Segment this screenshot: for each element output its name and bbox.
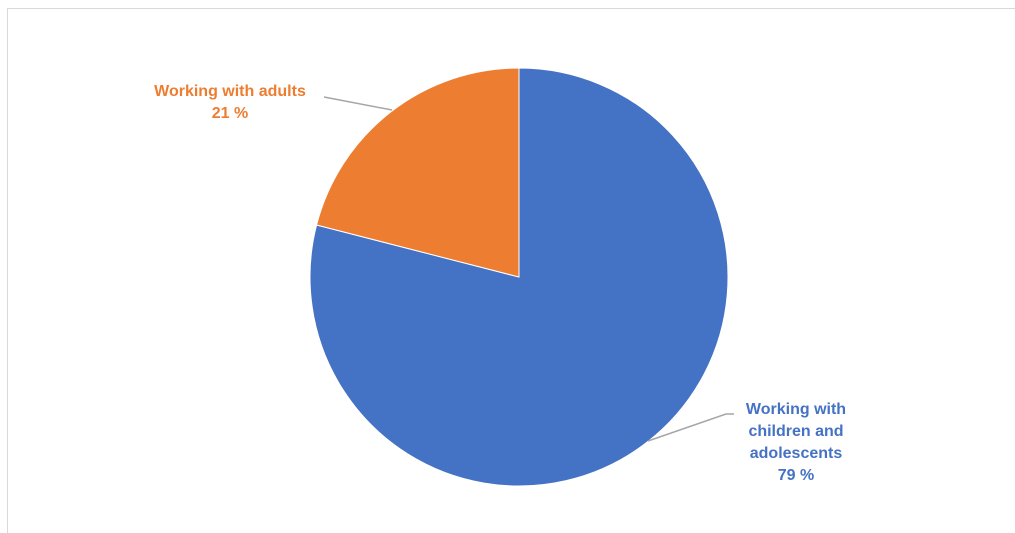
data-label-adults-name: Working with adults bbox=[154, 83, 306, 100]
leader-line-adults bbox=[323, 96, 393, 111]
data-label-adults-value: 21 % bbox=[211, 105, 249, 122]
data-label-children-line-3: adolescents bbox=[749, 445, 843, 462]
chart-area bbox=[7, 8, 1015, 533]
pie-slice-adults bbox=[315, 67, 520, 278]
data-label-children: Working with children and adolescents 79… bbox=[716, 399, 876, 487]
data-label-children-value: 79 % bbox=[777, 467, 815, 484]
data-label-children-line-2: children and bbox=[748, 423, 844, 440]
data-label-adults: Working with adults 21 % bbox=[130, 81, 330, 125]
leader-line-children bbox=[647, 413, 734, 442]
data-label-children-line-1: Working with bbox=[745, 401, 847, 418]
